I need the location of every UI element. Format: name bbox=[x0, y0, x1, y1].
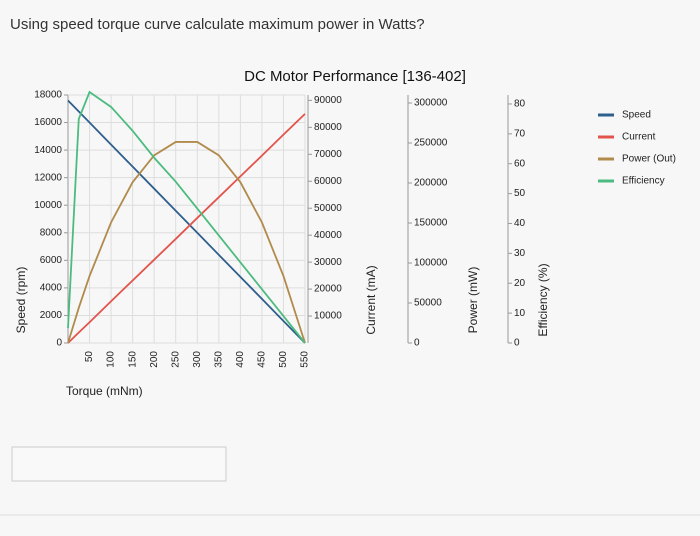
y3-tick-label: 300000 bbox=[414, 98, 448, 109]
legend-label: Efficiency bbox=[622, 176, 665, 187]
y-tick-label: 12000 bbox=[34, 172, 62, 183]
y2-tick-label: 50000 bbox=[314, 203, 342, 214]
y4-tick-label: 60 bbox=[514, 158, 526, 169]
y-tick-label: 16000 bbox=[34, 117, 62, 128]
y-tick-label: 18000 bbox=[34, 90, 62, 101]
y-tick-label: 0 bbox=[56, 338, 62, 349]
y3-tick-label: 50000 bbox=[414, 298, 442, 309]
y-tick-label: 10000 bbox=[34, 200, 62, 211]
y2-tick-label: 70000 bbox=[314, 149, 342, 160]
y-tick-label: 2000 bbox=[40, 310, 63, 321]
y3-tick-label: 150000 bbox=[414, 218, 448, 229]
series-line bbox=[67, 99, 306, 344]
y4-tick-label: 80 bbox=[514, 99, 526, 110]
answer-input[interactable] bbox=[11, 446, 227, 482]
y-tick-label: 14000 bbox=[34, 145, 62, 156]
y3-tick-label: 250000 bbox=[414, 138, 448, 149]
y2-tick-label: 20000 bbox=[314, 284, 342, 295]
y2-tick-label: 40000 bbox=[314, 230, 342, 241]
series-line bbox=[67, 90, 306, 344]
legend-label: Speed bbox=[622, 110, 651, 121]
y2-tick-label: 10000 bbox=[314, 311, 342, 322]
x-tick-label: 450 bbox=[257, 351, 268, 368]
y2-tick-label: 90000 bbox=[314, 95, 342, 106]
x-tick-label: 400 bbox=[235, 351, 246, 368]
y-tick-label: 6000 bbox=[40, 255, 63, 266]
x-tick-label: 200 bbox=[149, 351, 160, 368]
y2-tick-label: 60000 bbox=[314, 176, 342, 187]
y2-axis-title: Current (mA) bbox=[364, 265, 378, 334]
series-line bbox=[67, 141, 306, 344]
y4-tick-label: 0 bbox=[514, 338, 520, 349]
chart-title: DC Motor Performance [136-402] bbox=[244, 68, 466, 85]
y4-tick-label: 40 bbox=[514, 218, 526, 229]
y3-tick-label: 0 bbox=[414, 338, 420, 349]
y3-axis-title: Power (mW) bbox=[466, 267, 480, 334]
x-tick-label: 100 bbox=[106, 351, 117, 368]
x-tick-label: 350 bbox=[213, 351, 224, 368]
y3-tick-label: 100000 bbox=[414, 258, 448, 269]
y2-tick-label: 80000 bbox=[314, 122, 342, 133]
x-tick-label: 150 bbox=[127, 351, 138, 368]
x-tick-label: 550 bbox=[300, 351, 311, 368]
legend-label: Power (Out) bbox=[622, 154, 676, 165]
y4-tick-label: 10 bbox=[514, 308, 526, 319]
x-axis-title: Torque (mNm) bbox=[66, 384, 143, 398]
y-tick-label: 8000 bbox=[40, 227, 63, 238]
y-tick-label: 4000 bbox=[40, 283, 63, 294]
x-tick-label: 50 bbox=[84, 351, 95, 363]
legend-label: Current bbox=[622, 132, 656, 143]
y3-tick-label: 200000 bbox=[414, 178, 448, 189]
y-axis-title: Speed (rpm) bbox=[14, 267, 28, 334]
question: Using speed torque curve calculate maxim… bbox=[10, 16, 425, 33]
y2-tick-label: 30000 bbox=[314, 257, 342, 268]
y4-tick-label: 50 bbox=[514, 188, 526, 199]
y4-tick-label: 30 bbox=[514, 248, 526, 259]
x-tick-label: 300 bbox=[192, 351, 203, 368]
x-tick-label: 250 bbox=[170, 351, 181, 368]
x-tick-label: 500 bbox=[278, 351, 289, 368]
series-line bbox=[67, 113, 306, 344]
y4-axis-title: Efficiency (%) bbox=[536, 263, 550, 336]
y4-tick-label: 20 bbox=[514, 278, 526, 289]
y4-tick-label: 70 bbox=[514, 128, 526, 139]
